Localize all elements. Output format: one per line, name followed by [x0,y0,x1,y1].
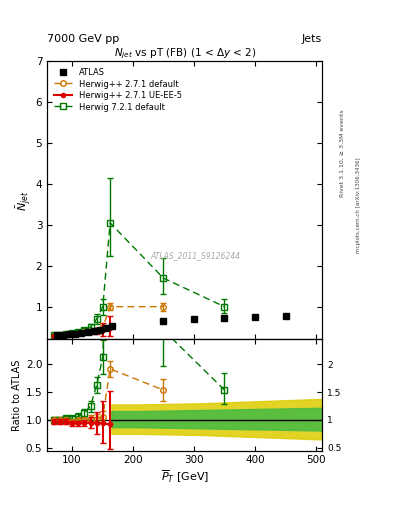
Title: $N_{jet}$ vs pT (FB) (1 < $\Delta y$ < 2): $N_{jet}$ vs pT (FB) (1 < $\Delta y$ < 2… [114,47,256,61]
Y-axis label: Ratio to ATLAS: Ratio to ATLAS [11,359,22,431]
X-axis label: $\overline{P}_T$ [GeV]: $\overline{P}_T$ [GeV] [161,468,209,485]
Text: ATLAS_2011_S9126244: ATLAS_2011_S9126244 [151,251,241,261]
Text: 7000 GeV pp: 7000 GeV pp [47,33,119,44]
Text: Jets: Jets [302,33,322,44]
Text: mcplots.cern.ch [arXiv:1306.3436]: mcplots.cern.ch [arXiv:1306.3436] [356,157,361,252]
Legend: ATLAS, Herwig++ 2.7.1 default, Herwig++ 2.7.1 UE-EE-5, Herwig 7.2.1 default: ATLAS, Herwig++ 2.7.1 default, Herwig++ … [51,66,184,114]
Y-axis label: $\bar{N}_{jet}$: $\bar{N}_{jet}$ [14,190,33,211]
Text: Rivet 3.1.10, ≥ 3.3M events: Rivet 3.1.10, ≥ 3.3M events [340,110,345,198]
